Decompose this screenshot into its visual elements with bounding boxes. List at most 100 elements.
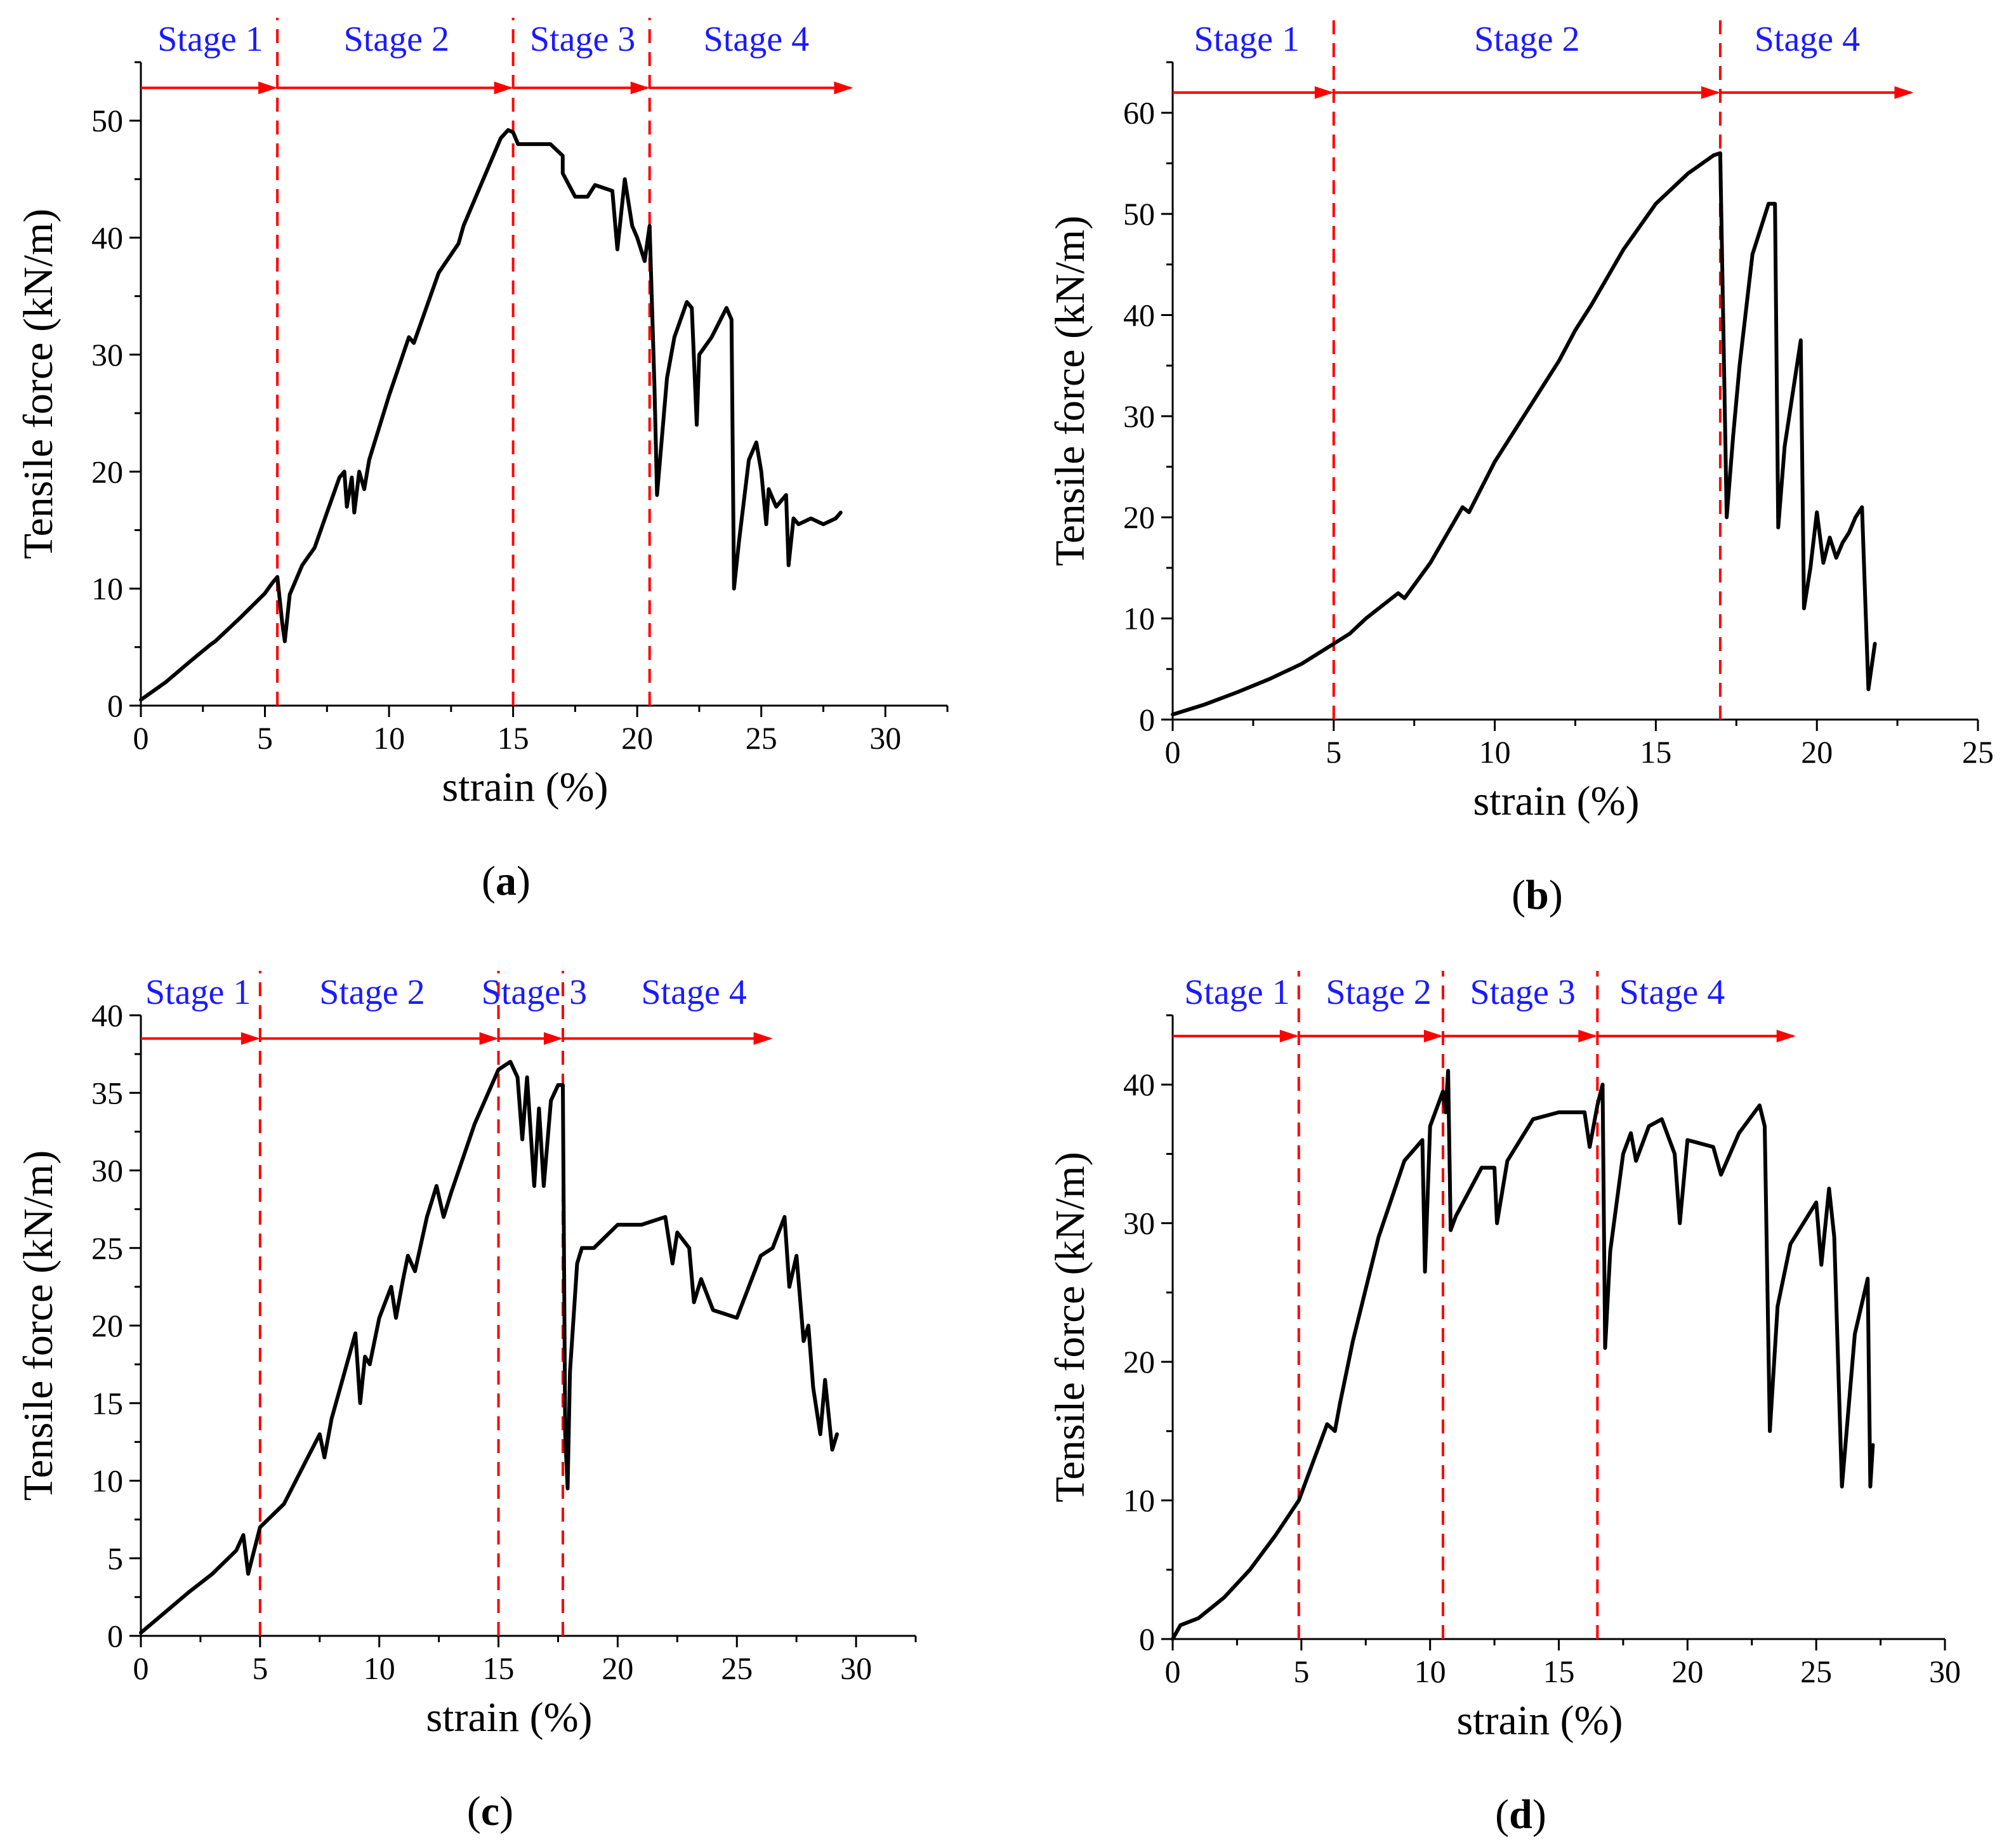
chart-d-stage-arrowhead: [1423, 1029, 1443, 1043]
chart-a-y-tick-label: 30: [91, 337, 123, 372]
chart-b-x-tick-label: 15: [1640, 734, 1671, 770]
chart-d-y-tick-label: 30: [1123, 1206, 1155, 1241]
chart-c-stage-arrowhead: [543, 1032, 563, 1045]
chart-a-x-tick-label: 5: [257, 720, 273, 756]
chart-a-y-axis-title: Tensile force (kN/m): [15, 209, 62, 560]
chart-a-y-tick-label: 50: [91, 103, 123, 138]
chart-d-y-tick-label: 0: [1139, 1621, 1155, 1657]
chart-a-stage-arrowhead: [258, 81, 278, 95]
chart-c-y-tick-label: 15: [91, 1385, 123, 1421]
chart-a-stage-label: Stage 2: [344, 20, 449, 59]
chart-d-panel-label-letter: d: [1509, 1791, 1532, 1838]
chart-d-stage-label: Stage 3: [1470, 973, 1575, 1012]
chart-d-panel-label: (d): [1495, 1791, 1546, 1838]
chart-d-x-tick-label: 25: [1800, 1654, 1832, 1689]
chart-d-stage-arrowhead: [1776, 1029, 1796, 1043]
chart-a-x-tick-label: 10: [373, 720, 405, 756]
chart-a: 0 5 10 15 20 25 30 0 10 20 30 40 50 strain (%) Tensile…: [15, 18, 949, 904]
chart-d-series-line: [1171, 1069, 1875, 1641]
chart-a-x-tick-label: 20: [621, 720, 653, 756]
chart-d: 0 5 10 15 20 25 30 0 10 20 30 40 strain (%) Tensile f…: [1047, 971, 1961, 1838]
chart-a-stage-label: Stage 3: [530, 20, 635, 59]
chart-b-x-axis-title: strain (%): [1473, 778, 1639, 824]
chart-c-stage-label: Stage 1: [145, 973, 251, 1012]
chart-a-y-tick-label: 10: [91, 571, 123, 607]
chart-d-x-tick-label: 30: [1929, 1654, 1961, 1689]
chart-d-stage-arrowhead: [1279, 1029, 1299, 1043]
chart-c-stage-arrowhead: [479, 1032, 499, 1045]
chart-a-panel-label: (a): [482, 858, 530, 904]
chart-c-stage-label: Stage 2: [319, 973, 425, 1012]
chart-d-y-axis-title: Tensile force (kN/m): [1047, 1152, 1093, 1503]
chart-b-series-line: [1171, 151, 1877, 716]
chart-a-stage-arrowhead: [494, 81, 513, 95]
chart-b-x-tick-label: 0: [1165, 734, 1181, 770]
chart-c-x-axis-title: strain (%): [426, 1694, 592, 1741]
chart-a-stage-arrowhead: [630, 81, 650, 95]
chart-b-stage-arrowhead: [1701, 86, 1720, 99]
chart-b-stage-label: Stage 4: [1755, 20, 1860, 59]
chart-b-y-tick-label: 0: [1139, 702, 1155, 737]
chart-a-stage-label: Stage 1: [157, 20, 263, 59]
chart-d-stage-label: Stage 1: [1184, 973, 1289, 1012]
chart-d-y-tick-label: 10: [1123, 1483, 1155, 1518]
chart-b-y-tick-label: 30: [1123, 398, 1155, 434]
chart-d-x-tick-label: 20: [1671, 1654, 1703, 1689]
chart-c-x-tick-label: 25: [721, 1650, 753, 1686]
chart-c-x-tick-label: 5: [252, 1650, 268, 1686]
chart-c-y-tick-label: 25: [91, 1230, 123, 1266]
chart-a-stage-label: Stage 4: [704, 20, 809, 59]
chart-b-y-axis-title: Tensile force (kN/m): [1047, 216, 1093, 567]
chart-c-y-tick-label: 40: [91, 998, 123, 1033]
chart-a-x-tick-label: 30: [869, 720, 901, 756]
chart-c-x-tick-label: 20: [602, 1650, 633, 1686]
chart-d-panel-label-close: ): [1532, 1791, 1546, 1838]
chart-b-y-tick-label: 20: [1123, 499, 1155, 535]
chart-c-y-tick-label: 35: [91, 1075, 123, 1110]
chart-a-panel-label-open: (: [482, 858, 496, 904]
chart-b-stage-label: Stage 2: [1474, 20, 1579, 59]
chart-d-x-tick-label: 10: [1414, 1654, 1446, 1689]
chart-d-x-tick-label: 15: [1543, 1654, 1575, 1689]
chart-c-x-tick-label: 0: [133, 1650, 149, 1686]
chart-c-panel-label-close: ): [499, 1788, 513, 1834]
chart-c-y-tick-label: 30: [91, 1153, 123, 1189]
chart-d-stage-label: Stage 4: [1619, 973, 1725, 1012]
chart-a-x-tick-label: 15: [497, 720, 529, 756]
chart-d-stage-label: Stage 2: [1326, 973, 1431, 1012]
chart-a-x-tick-label: 0: [133, 720, 149, 756]
chart-b-x-tick-label: 20: [1801, 734, 1833, 770]
chart-d-x-tick-label: 0: [1165, 1654, 1181, 1689]
chart-c-panel-label-letter: c: [481, 1788, 499, 1834]
chart-c-stage-label: Stage 3: [482, 973, 587, 1012]
chart-c-stage-arrowhead: [753, 1032, 773, 1045]
chart-a-y-tick-label: 0: [107, 688, 123, 723]
chart-c-y-tick-label: 20: [91, 1308, 123, 1343]
chart-a-x-axis-title: strain (%): [442, 764, 608, 810]
chart-b-stage-arrowhead: [1314, 86, 1334, 99]
chart-b-x-tick-label: 25: [1962, 734, 1994, 770]
chart-a-panel-label-letter: a: [496, 858, 517, 904]
chart-d-y-tick-label: 20: [1123, 1344, 1155, 1380]
chart-a-y-tick-label: 20: [91, 454, 123, 489]
chart-c-y-tick-label: 0: [107, 1618, 123, 1654]
chart-c-x-tick-label: 15: [483, 1650, 515, 1686]
chart-d-stage-arrowhead: [1578, 1029, 1598, 1043]
chart-a-y-tick-label: 40: [91, 220, 123, 256]
chart-b-panel-label-open: (: [1512, 872, 1525, 918]
chart-b-x-tick-label: 10: [1479, 734, 1511, 770]
chart-a-series-line: [139, 128, 843, 702]
chart-c-stage-arrowhead: [240, 1032, 260, 1045]
chart-d-y-tick-label: 40: [1123, 1067, 1155, 1102]
chart-d-x-tick-label: 5: [1293, 1654, 1309, 1689]
chart-c-panel-label: (c): [467, 1788, 513, 1834]
chart-c-y-tick-label: 5: [107, 1541, 123, 1576]
chart-c-panel-label-open: (: [467, 1788, 481, 1834]
chart-c: 0 5 10 15 20 25 30 0 5 10 15 20 25 30 35 40 strain (%) Te…: [15, 971, 917, 1834]
chart-b-panel-label: (b): [1512, 872, 1563, 918]
chart-d-x-axis-title: strain (%): [1456, 1697, 1623, 1744]
chart-b-stage-arrowhead: [1894, 86, 1914, 99]
chart-c-y-tick-label: 10: [91, 1463, 123, 1499]
chart-b-y-tick-label: 60: [1123, 95, 1155, 131]
